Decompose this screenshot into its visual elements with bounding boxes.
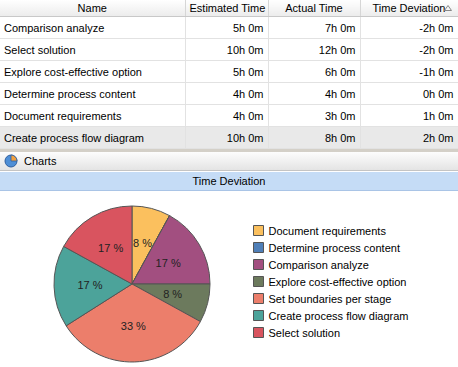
html-text:4h 0m: 4h 0m (324, 87, 356, 100)
svg-text:17 %: 17 % (98, 242, 123, 254)
svg-text:Select solution: Select solution (269, 327, 341, 339)
svg-text:17 %: 17 % (156, 257, 181, 269)
svg-text:33 %: 33 % (121, 320, 146, 332)
html-text:Time Deviation: Time Deviation (192, 175, 266, 187)
html-text:Select solution: Select solution (4, 43, 76, 56)
svg-text:Comparison analyze: Comparison analyze (269, 259, 369, 271)
html-text:10h 0m: 10h 0m (226, 131, 264, 144)
html-text:Charts: Charts (24, 155, 57, 167)
html-text:4h 0m: 4h 0m (232, 109, 264, 122)
svg-text:17 %: 17 % (77, 279, 102, 291)
svg-text:Explore cost-effective option: Explore cost-effective option (269, 276, 407, 288)
html-text:5h 0m: 5h 0m (232, 65, 264, 78)
html-text:3h 0m: 3h 0m (324, 109, 356, 122)
html-text:0h 0m: 0h 0m (422, 87, 454, 100)
html-text:Document requirements: Document requirements (4, 109, 122, 122)
html-text:Time Deviation: Time Deviation (372, 2, 446, 14)
html-text:7h 0m: 7h 0m (324, 21, 356, 34)
html-text:2h 0m: 2h 0m (422, 131, 454, 144)
html-text:12h 0m: 12h 0m (318, 43, 356, 56)
html-text:Estimated Time: Estimated Time (189, 2, 266, 14)
html-text:Name: Name (77, 2, 107, 14)
html-text:5h 0m: 5h 0m (232, 21, 264, 34)
html-text:4h 0m: 4h 0m (232, 87, 264, 100)
html-text:Actual Time: Actual Time (285, 2, 343, 14)
svg-text:Create process flow diagram: Create process flow diagram (269, 310, 409, 322)
html-text:-1h 0m: -1h 0m (419, 65, 454, 78)
html-text:6h 0m: 6h 0m (324, 65, 356, 78)
html-text:Explore cost-effective option: Explore cost-effective option (4, 65, 142, 78)
html-text:-2h 0m: -2h 0m (419, 43, 454, 56)
html-text:10h 0m: 10h 0m (226, 43, 264, 56)
svg-text:8 %: 8 % (163, 288, 182, 300)
html-text:Comparison analyze: Comparison analyze (4, 21, 105, 34)
html-text:-2h 0m: -2h 0m (419, 21, 454, 34)
svg-text:Document requirements: Document requirements (269, 225, 387, 237)
html-text:Create process flow diagram: Create process flow diagram (4, 131, 144, 144)
svg-text:Determine process content: Determine process content (269, 242, 400, 254)
html-text:8h 0m: 8h 0m (324, 131, 356, 144)
svg-text:8 %: 8 % (133, 237, 152, 249)
svg-text:Set boundaries per stage: Set boundaries per stage (269, 293, 392, 305)
html-text:1h 0m: 1h 0m (422, 109, 454, 122)
html-text:Determine process content: Determine process content (4, 87, 136, 100)
